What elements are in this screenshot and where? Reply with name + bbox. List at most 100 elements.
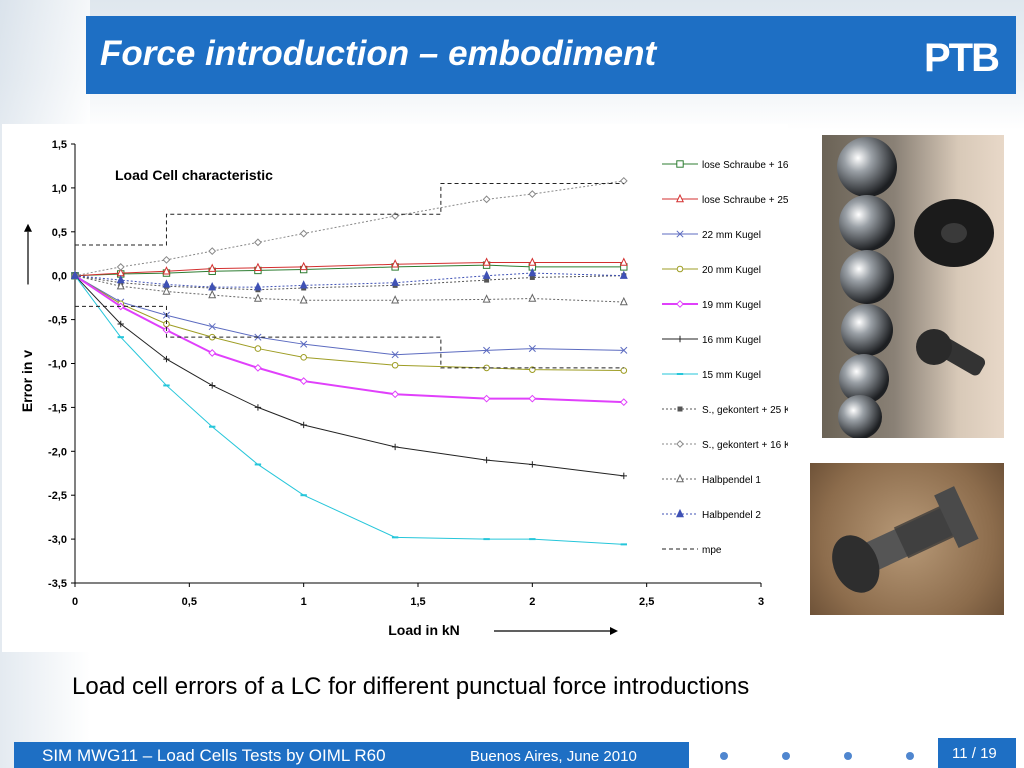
data-point <box>483 456 490 464</box>
data-point <box>299 295 308 304</box>
legend-label: 19 mm Kugel <box>702 300 761 311</box>
data-point <box>391 390 400 399</box>
legend-label: mpe <box>702 545 722 556</box>
page-number: 11 / 19 <box>952 745 997 762</box>
screw-head <box>832 535 880 593</box>
legend-label: Halbpendel 1 <box>702 475 761 486</box>
decoration-dot <box>782 752 790 760</box>
data-point <box>391 212 400 220</box>
steel-ball <box>838 395 882 439</box>
data-point <box>620 472 627 480</box>
y-tick-label: -0,5 <box>48 315 67 327</box>
y-tick-label: 0,0 <box>52 271 67 283</box>
data-point <box>529 461 536 468</box>
y-axis-arrowhead <box>24 223 32 232</box>
x-axis-arrowhead <box>610 627 618 635</box>
data-point <box>620 367 628 374</box>
legend-label: S., gekontert + 25 Ku <box>702 405 788 416</box>
data-point <box>253 281 262 291</box>
series-line <box>74 275 624 356</box>
data-point <box>209 382 216 389</box>
screw-thread <box>893 504 959 559</box>
footer-dots <box>720 742 920 768</box>
data-point <box>254 345 262 352</box>
data-point <box>528 293 537 302</box>
legend-label: 16 mm Kugel <box>702 335 761 346</box>
legend-marker <box>676 335 684 343</box>
data-point <box>391 443 399 451</box>
series-line <box>74 264 624 277</box>
steel-ball <box>840 250 894 304</box>
page-number-box: 11 / 19 <box>938 738 1016 768</box>
screw-head <box>916 329 952 365</box>
data-point <box>116 274 125 284</box>
slide-caption: Load cell errors of a LC for different p… <box>72 673 750 700</box>
data-point <box>300 354 307 361</box>
series-line <box>74 262 624 277</box>
data-point <box>619 176 628 185</box>
ptb-logo: PTB <box>924 36 1000 80</box>
legend-label: 20 mm Kugel <box>702 265 761 276</box>
data-point <box>482 195 491 204</box>
series-line <box>74 275 624 303</box>
data-point <box>619 398 628 407</box>
decoration-dot <box>844 752 852 760</box>
legend-label: lose Schraube + 16 Ku <box>702 160 788 171</box>
series-line <box>74 180 624 277</box>
data-point <box>391 277 400 286</box>
footer-bar: SIM MWG11 – Load Cells Tests by OIML R60… <box>14 742 689 768</box>
legend-marker <box>677 406 683 412</box>
data-point <box>208 289 217 299</box>
x-tick-label: 2 <box>529 596 535 608</box>
data-point <box>528 345 536 353</box>
legend-label: lose Schraube + 25 Ku <box>702 195 788 206</box>
x-tick-label: 3 <box>758 596 764 608</box>
data-point <box>116 281 125 290</box>
data-point <box>391 361 399 369</box>
y-tick-label: 1,0 <box>52 183 67 195</box>
legend-marker <box>676 473 684 483</box>
cap-hole <box>941 223 967 243</box>
data-point <box>619 270 628 279</box>
chart-panel: 1,5 1,0 0,5 0,0 -0,5 -1,0 -1,5 -2,0 -2,5 -3,0 -3,5… <box>2 124 788 652</box>
data-point <box>71 270 79 279</box>
data-point <box>483 346 491 354</box>
steel-balls-and-screw-photo <box>822 135 1004 439</box>
footer-location-date: Buenos Aires, June 2010 <box>470 748 637 765</box>
data-point <box>391 351 399 359</box>
x-tick-label: 1,5 <box>410 596 425 608</box>
y-tick-label: -2,5 <box>48 490 67 502</box>
legend-label: Halbpendel 2 <box>702 510 761 521</box>
data-point <box>482 257 491 266</box>
data-point <box>254 238 262 247</box>
data-point <box>299 261 308 271</box>
data-point <box>253 293 262 302</box>
y-tick-label: -3,0 <box>48 534 67 546</box>
y-tick-label: 1,5 <box>52 139 67 151</box>
series-line <box>74 274 624 404</box>
data-point <box>619 296 628 306</box>
y-tick-label: -1,5 <box>48 402 67 414</box>
footer-event-title: SIM MWG11 – Load Cells Tests by OIML R60 <box>42 746 386 765</box>
steel-ball <box>839 354 889 404</box>
x-tick-label: 1 <box>301 596 307 608</box>
y-axis-label: Error in v <box>19 350 35 412</box>
chart-title: Load Cell characteristic <box>115 167 273 183</box>
data-point <box>208 263 217 272</box>
data-point <box>254 363 262 372</box>
data-point <box>528 190 537 198</box>
data-point <box>482 294 491 303</box>
legend-label: 15 mm Kugel <box>702 370 761 381</box>
series-line <box>74 272 624 288</box>
data-point <box>116 263 125 271</box>
data-point <box>391 295 400 304</box>
data-point <box>162 279 171 288</box>
steel-ball <box>839 195 895 251</box>
data-point <box>162 286 171 295</box>
legend-label: S., gekontert + 16 Ku <box>702 440 788 451</box>
data-point <box>528 394 537 403</box>
series-line <box>74 275 624 372</box>
legend-marker <box>676 508 684 518</box>
data-point <box>208 281 217 291</box>
data-point <box>482 270 491 279</box>
